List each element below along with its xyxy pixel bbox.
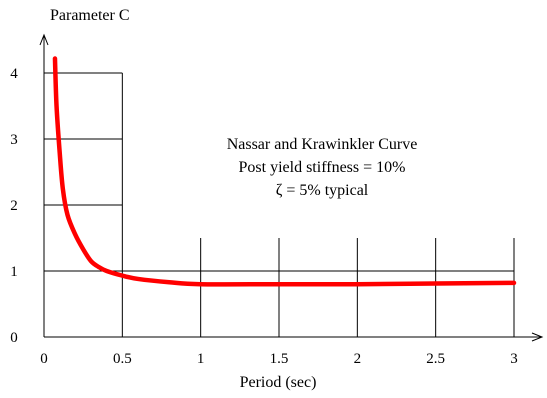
x-tick-label: 0 xyxy=(40,351,48,367)
y-tick-label: 0 xyxy=(10,330,18,346)
y-tick-label: 3 xyxy=(10,132,18,148)
axes xyxy=(39,33,544,342)
x-tick-label: 1.5 xyxy=(270,351,289,367)
grid xyxy=(44,72,515,337)
x-tick-label: 3 xyxy=(510,351,518,367)
x-tick-label: 2.5 xyxy=(426,351,445,367)
y-axis-arrow xyxy=(39,33,49,46)
tick-labels: 0 0.5 1 1.5 2 2.5 3 0 1 2 3 4 xyxy=(10,66,518,367)
y-axis-label: Parameter C xyxy=(50,7,130,24)
y-tick-label: 1 xyxy=(10,264,18,280)
series xyxy=(52,56,517,287)
x-tick-label: 0.5 xyxy=(113,351,132,367)
y-tick-label: 4 xyxy=(10,66,18,82)
series-line-0 xyxy=(52,56,517,287)
x-axis-label: Period (sec) xyxy=(240,374,317,391)
annotation-line-1: Nassar and Krawinkler Curve xyxy=(227,136,418,153)
annotation-line-3: ζ = 5% typical xyxy=(276,182,369,199)
x-tick-label: 2 xyxy=(354,351,362,367)
x-tick-label: 1 xyxy=(197,351,205,367)
x-axis-arrow xyxy=(531,332,544,342)
y-tick-label: 2 xyxy=(10,198,18,214)
annotation-line-2: Post yield stiffness = 10% xyxy=(239,159,406,176)
